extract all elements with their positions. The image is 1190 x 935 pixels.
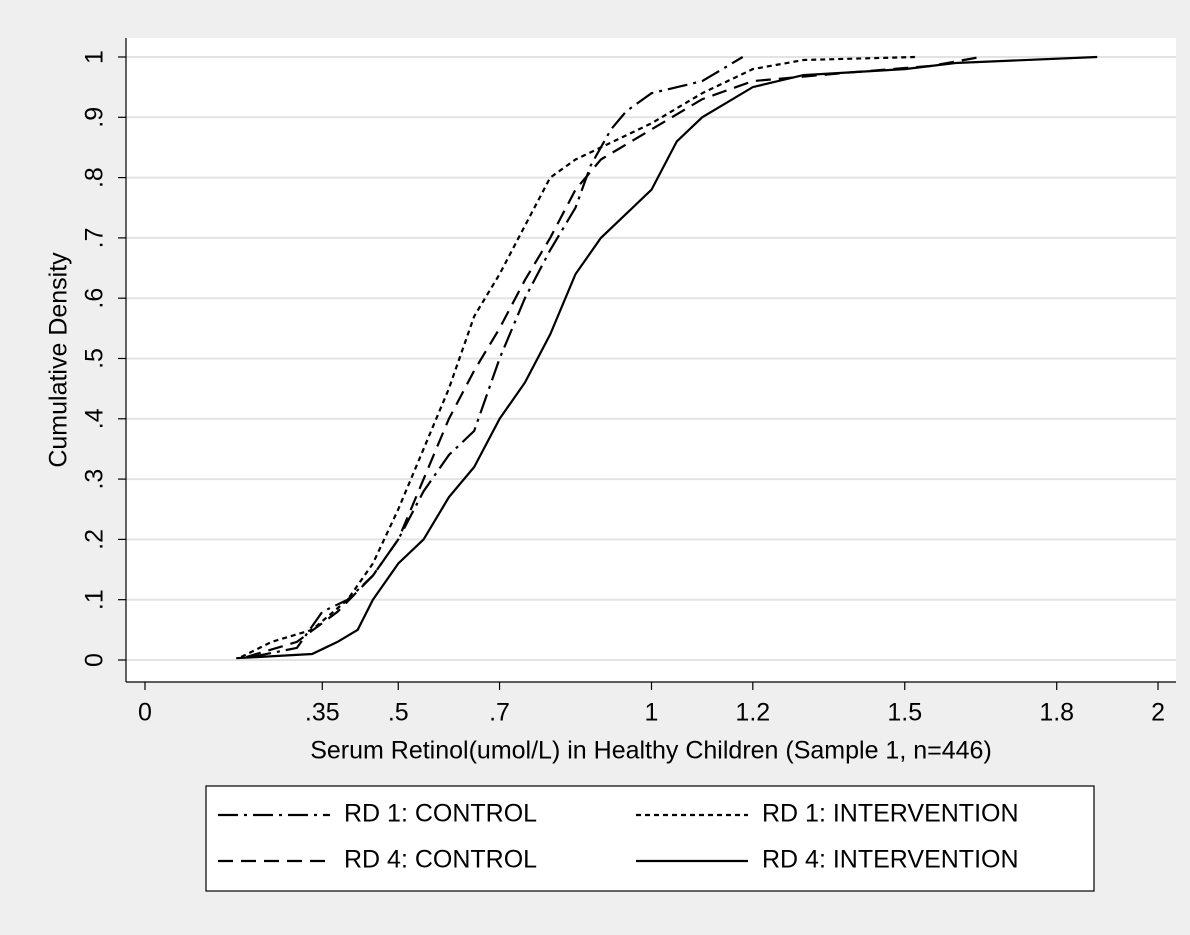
y-tick-label: .7 [81, 227, 109, 248]
legend-label: RD 4: INTERVENTION [762, 846, 1019, 874]
y-tick-label: .8 [81, 167, 109, 188]
series-line [236, 55, 1098, 660]
x-tick-label: .7 [489, 699, 510, 727]
x-tick-label: 1 [645, 699, 659, 727]
x-tick-label: .5 [388, 699, 409, 727]
x-tick-label: 2 [1151, 699, 1165, 727]
x-tick-label: 0 [138, 699, 152, 727]
x-tick-label: 1.2 [735, 699, 770, 727]
y-axis-label: Cumulative Density [45, 252, 73, 468]
series-line [245, 55, 981, 659]
y-tick-label: .2 [81, 529, 109, 550]
y-tick-label: .1 [81, 589, 109, 610]
x-tick-label: .35 [305, 699, 340, 727]
legend-label: RD 1: CONTROL [344, 800, 537, 828]
y-tick-label: 0 [81, 653, 109, 667]
y-tick-label: .5 [81, 348, 109, 369]
series-line [240, 55, 915, 658]
y-tick-label: .3 [81, 469, 109, 490]
series-line [251, 56, 744, 659]
legend-box [205, 785, 1095, 892]
y-tick-label: .4 [81, 408, 109, 429]
x-tick-label: 1.5 [887, 699, 922, 727]
y-tick-label: .6 [81, 288, 109, 309]
x-tick-label: 1.8 [1039, 699, 1074, 727]
plot-area [126, 38, 1176, 682]
legend-label: RD 4: CONTROL [344, 846, 537, 874]
y-tick-label: .9 [81, 107, 109, 128]
legend-label: RD 1: INTERVENTION [762, 800, 1019, 828]
y-tick-label: 1 [81, 50, 109, 64]
x-axis-label: Serum Retinol(umol/L) in Healthy Childre… [310, 737, 992, 765]
